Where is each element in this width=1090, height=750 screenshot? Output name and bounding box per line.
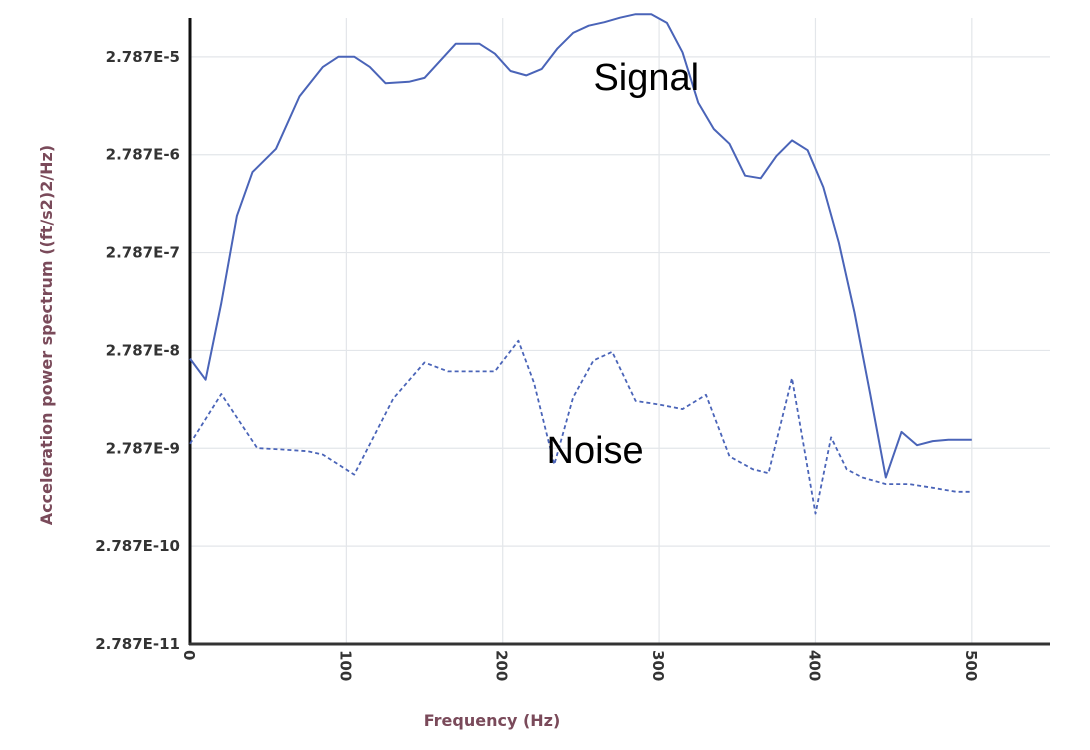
signal-series-line [189, 13, 972, 479]
y-tick-label: 2.787E-8 [106, 341, 180, 359]
axes [188, 18, 1050, 646]
x-tick-label: 100 [336, 650, 354, 681]
annotation-signal: Signal [593, 57, 699, 99]
y-tick-label: 2.787E-9 [106, 439, 180, 457]
y-axis-title: Acceleration power spectrum ((ft/s2)2/Hz… [37, 145, 56, 525]
x-tick-label: 200 [493, 650, 511, 681]
x-tick-label: 0 [180, 650, 198, 660]
grid [190, 18, 1050, 644]
series [189, 13, 972, 515]
x-tick-label: 300 [649, 650, 667, 681]
y-tick-label: 2.787E-6 [106, 146, 180, 164]
annotations: Signal Noise [547, 57, 700, 472]
y-tick-labels: 2.787E-11 2.787E-10 2.787E-9 2.787E-8 2.787E… [95, 48, 180, 653]
y-tick-label: 2.787E-7 [106, 244, 180, 262]
y-tick-label: 2.787E-10 [95, 537, 180, 555]
x-tick-labels: 0 100 200 300 400 500 [180, 650, 980, 681]
x-tick-label: 400 [805, 650, 823, 681]
y-tick-label: 2.787E-11 [95, 635, 180, 653]
x-axis-title: Frequency (Hz) [424, 711, 561, 730]
x-tick-label: 500 [962, 650, 980, 681]
annotation-noise: Noise [547, 430, 644, 472]
y-tick-label: 2.787E-5 [106, 48, 180, 66]
noise-series-line [189, 339, 972, 515]
